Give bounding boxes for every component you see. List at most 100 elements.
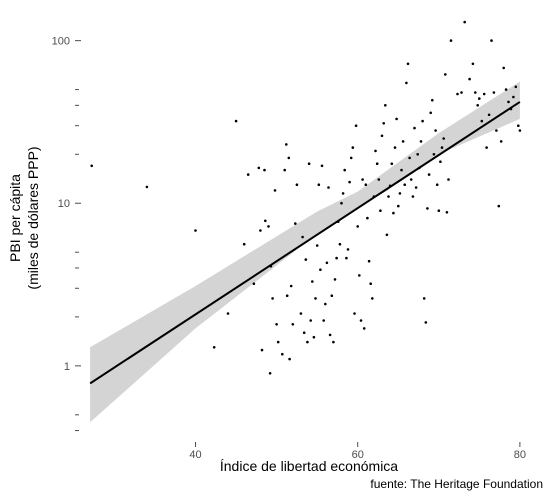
- data-point: [449, 39, 453, 42]
- data-point: [366, 216, 369, 220]
- data-point: [392, 211, 395, 215]
- data-point: [294, 222, 297, 225]
- data-point: [401, 140, 405, 143]
- data-point: [456, 92, 459, 96]
- data-point: [429, 111, 433, 115]
- data-point: [295, 183, 299, 186]
- data-point: [259, 229, 262, 232]
- data-point: [437, 209, 441, 212]
- data-point: [478, 97, 481, 100]
- y-tick-label: 100: [52, 36, 70, 48]
- data-point: [406, 62, 410, 66]
- data-point: [416, 153, 420, 156]
- data-point: [379, 209, 382, 212]
- data-point: [408, 156, 411, 160]
- data-point: [263, 168, 266, 172]
- data-point: [482, 92, 486, 96]
- y-axis: 1 10 100: [52, 36, 81, 432]
- data-point: [447, 178, 450, 181]
- data-point: [285, 294, 289, 298]
- data-point: [145, 185, 149, 189]
- data-point: [283, 168, 287, 172]
- data-point: [325, 261, 329, 265]
- x-tick-label: 40: [189, 449, 201, 461]
- data-point: [354, 124, 358, 127]
- x-tick-label: 80: [514, 449, 526, 461]
- data-point: [414, 186, 418, 189]
- data-point: [311, 280, 314, 283]
- data-point: [358, 274, 361, 277]
- data-point: [367, 259, 371, 263]
- data-point: [301, 235, 304, 239]
- data-point: [349, 156, 353, 160]
- data-point: [271, 297, 274, 300]
- data-point: [434, 129, 437, 132]
- data-point: [403, 183, 407, 186]
- data-point: [517, 124, 520, 127]
- data-point: [330, 294, 334, 298]
- data-point: [302, 331, 306, 335]
- data-point: [267, 225, 270, 228]
- x-tick-label: 60: [352, 449, 364, 461]
- data-point: [445, 211, 449, 214]
- data-point: [242, 242, 246, 246]
- data-point: [194, 229, 197, 232]
- x-axis: 40 60 80: [189, 442, 526, 461]
- data-point: [421, 119, 424, 123]
- data-point: [257, 166, 261, 170]
- data-point: [480, 119, 484, 123]
- data-point: [90, 164, 93, 168]
- data-point: [398, 192, 402, 195]
- data-point: [328, 333, 332, 337]
- data-point: [285, 143, 288, 146]
- data-point: [460, 91, 463, 94]
- data-point: [340, 201, 343, 205]
- y-axis-title-line1: PBI per cápita: [7, 174, 23, 262]
- source-note: fuente: The Heritage Foundation: [370, 477, 543, 491]
- data-point: [307, 162, 311, 165]
- data-point: [426, 207, 429, 210]
- data-point: [385, 233, 389, 237]
- data-point: [289, 284, 293, 288]
- data-points: [90, 20, 522, 375]
- y-tick-label: 1: [64, 361, 70, 373]
- data-point: [312, 335, 316, 339]
- trend-line: [89, 101, 521, 385]
- data-point: [268, 372, 272, 375]
- data-point: [422, 297, 426, 300]
- data-point: [393, 146, 397, 149]
- confidence-band: [90, 81, 520, 423]
- data-point: [314, 297, 317, 300]
- confidence-band-area: [90, 81, 520, 423]
- data-point: [435, 183, 439, 186]
- data-point: [287, 156, 291, 160]
- data-point: [514, 85, 518, 89]
- data-point: [490, 39, 493, 42]
- data-point: [260, 348, 264, 352]
- data-point: [427, 173, 431, 176]
- data-point: [252, 282, 256, 286]
- data-point: [397, 204, 400, 208]
- data-point: [348, 180, 351, 184]
- data-point: [390, 162, 394, 165]
- data-point: [497, 204, 501, 208]
- data-point: [432, 153, 436, 156]
- data-point: [499, 140, 503, 143]
- data-point: [419, 140, 423, 143]
- data-point: [299, 312, 303, 315]
- data-point: [463, 20, 467, 24]
- data-point: [341, 192, 345, 195]
- data-point: [492, 91, 496, 94]
- data-point: [439, 160, 442, 163]
- data-point: [431, 98, 434, 102]
- data-point: [387, 195, 390, 198]
- data-point: [468, 77, 471, 81]
- data-point: [411, 195, 415, 198]
- data-point: [276, 340, 280, 344]
- data-point: [369, 282, 373, 286]
- data-point: [346, 248, 350, 251]
- data-point: [400, 168, 403, 172]
- data-point: [504, 88, 508, 91]
- data-point: [317, 183, 321, 186]
